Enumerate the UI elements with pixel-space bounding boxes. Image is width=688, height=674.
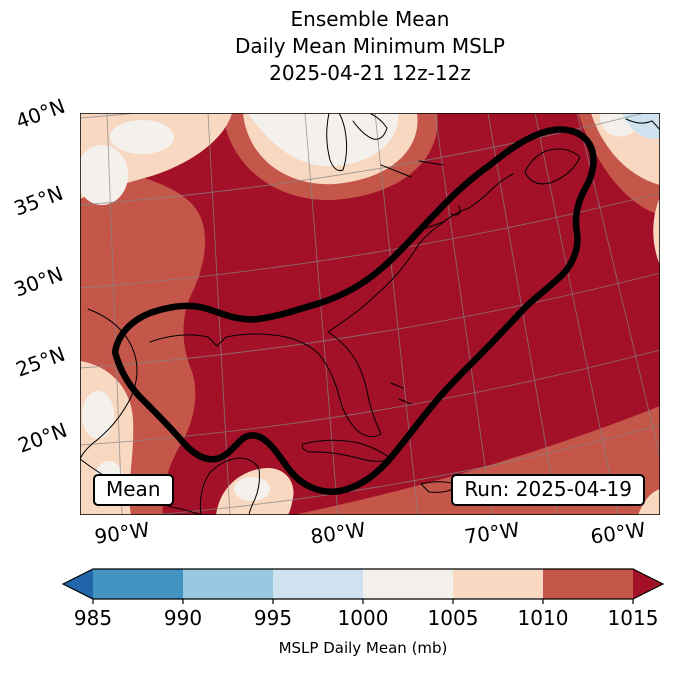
lat-label-20n: 20°N: [14, 417, 71, 458]
title-line-2: Daily Mean Minimum MSLP: [234, 34, 505, 58]
map-area: Mean Run: 2025-04-19: [80, 113, 660, 515]
colorbar-bin-995-1000: [273, 569, 363, 599]
lon-label-80w: 80°W: [308, 517, 368, 549]
lat-label-35n: 35°N: [10, 180, 67, 221]
colorbar-bin-1005-1010: [453, 569, 543, 599]
fill-995-1000: [622, 113, 660, 139]
lon-label-60w: 60°W: [588, 517, 648, 549]
lat-label-25n: 25°N: [12, 341, 69, 382]
colorbar-tick-990: 990: [163, 606, 203, 630]
colorbar-bin-990-995: [183, 569, 273, 599]
lat-label-30n: 30°N: [10, 261, 67, 302]
title-block: Ensemble Mean Daily Mean Minimum MSLP 20…: [80, 6, 660, 87]
colorbar-tick-1015: 1015: [607, 606, 659, 630]
mean-annotation-label: Mean: [106, 477, 161, 501]
colorbar-bin-1000-1005: [363, 569, 453, 599]
colorbar-tick-1000: 1000: [337, 606, 389, 630]
colorbar-axis-label: MSLP Daily Mean (mb): [278, 639, 448, 657]
colorbar-under-arrow: [63, 569, 93, 599]
lat-label-40n: 40°N: [12, 93, 69, 134]
run-annotation-box: Run: 2025-04-19: [451, 474, 645, 506]
colorbar-over-arrow: [633, 569, 663, 599]
colorbar-tick-1005: 1005: [427, 606, 479, 630]
graticule-gridlines: [80, 113, 660, 515]
mean-annotation-box: Mean: [93, 474, 174, 506]
map-canvas: [80, 113, 660, 515]
lon-label-70w: 70°W: [462, 517, 522, 549]
lon-label-90w: 90°W: [92, 517, 152, 549]
colorbar-tick-985: 985: [73, 606, 113, 630]
colorbar: [61, 568, 665, 604]
colorbar-tick-marks: [92, 599, 634, 604]
colorbar-tick-1010: 1010: [517, 606, 569, 630]
title-line-1: Ensemble Mean: [290, 7, 450, 31]
title-line-3: 2025-04-21 12z-12z: [269, 61, 471, 85]
colorbar-bin-1010-1015: [543, 569, 633, 599]
colorbar-bin-985-990: [93, 569, 183, 599]
run-annotation-label: Run: 2025-04-19: [464, 477, 632, 501]
colorbar-tick-995: 995: [253, 606, 293, 630]
highlight-contour: [111, 126, 597, 495]
